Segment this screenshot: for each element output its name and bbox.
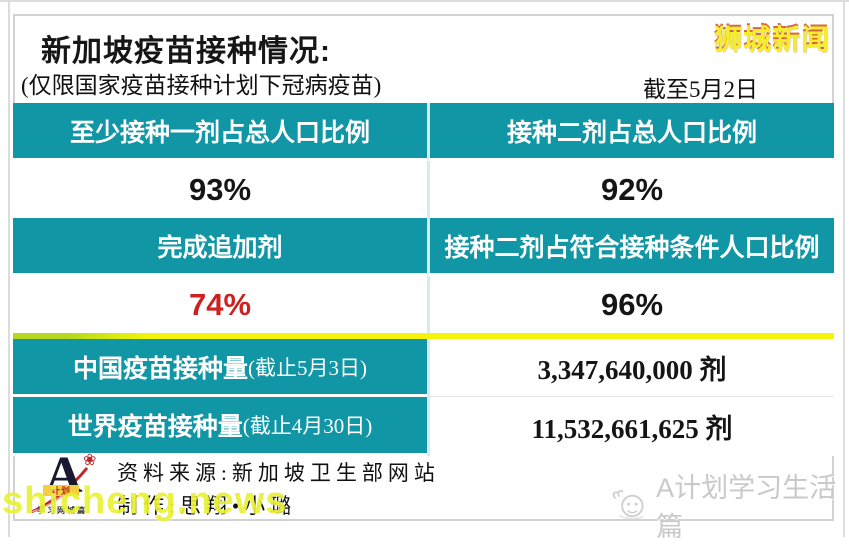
- header-cell-booster: 完成追加剂: [13, 218, 427, 276]
- vaccination-table: 至少接种一剂占总人口比例 接种二剂占总人口比例 93% 92% 完成追加剂 接种…: [13, 103, 834, 456]
- producer-line: 制作:思翔•小璐: [117, 494, 297, 519]
- header-cell-one-dose: 至少接种一剂占总人口比例: [13, 103, 427, 161]
- table-row-headers-1: 至少接种一剂占总人口比例 接种二剂占总人口比例: [13, 103, 834, 161]
- label-world-doses-text: 世界疫苗接种量: [67, 413, 243, 441]
- label-china-doses: 中国疫苗接种量 (截止5月3日): [13, 339, 427, 397]
- infographic-card: 新加坡疫苗接种情况: 狮城新闻 (仅限国家疫苗接种计划下冠病疫苗) 截至5月2日…: [13, 14, 834, 521]
- source-block: 资料来源:新加坡卫生部网站 制作:思翔•小璐: [117, 459, 440, 521]
- value-eligible: 96%: [427, 276, 834, 333]
- source-line: 资料来源:新加坡卫生部网站: [117, 461, 440, 485]
- header-cell-two-dose: 接种二剂占总人口比例: [427, 103, 834, 161]
- label-world-doses-note: (截止4月30日): [242, 414, 373, 438]
- header-cell-eligible: 接种二剂占符合接种条件人口比例: [427, 218, 834, 276]
- table-row-values-1: 93% 92%: [13, 161, 834, 218]
- label-china-doses-text: 中国疫苗接种量: [72, 354, 248, 383]
- table-row-china: 中国疫苗接种量 (截止5月3日) 3,347,640,000 剂: [13, 339, 834, 397]
- yellow-divider: [13, 333, 834, 339]
- bee-icon: [612, 489, 644, 520]
- page-top-border: [0, 0, 849, 2]
- value-china-doses: 3,347,640,000 剂: [427, 339, 834, 397]
- page-left-border: [8, 2, 10, 537]
- watermark-a-plan-label: A计划学习生活篇: [656, 473, 837, 542]
- label-china-doses-note: (截止5月3日): [248, 355, 367, 380]
- value-world-doses: 11,532,661,625 剂: [427, 397, 834, 456]
- logo-band-text: 计划: [43, 485, 79, 496]
- subtitle: (仅限国家疫苗接种计划下冠病疫苗): [21, 73, 382, 98]
- producer-logo: A 计划 ❀ 学习网城篇: [30, 447, 115, 520]
- watermark-shicheng-news: shicheng.news: [2, 480, 288, 522]
- value-booster: 74%: [13, 276, 427, 333]
- logo-caption: 学习网城篇: [37, 506, 87, 515]
- plum-seal-icon: ❀: [83, 452, 97, 469]
- table-row-values-2: 74% 96%: [13, 276, 834, 333]
- label-world-doses: 世界疫苗接种量 (截止4月30日): [13, 397, 427, 456]
- brand-badge: 狮城新闻: [713, 24, 830, 55]
- page-title: 新加坡疫苗接种情况:: [41, 35, 331, 68]
- value-one-dose: 93%: [13, 161, 427, 218]
- value-two-dose: 92%: [427, 161, 834, 218]
- page-right-border: [843, 2, 845, 537]
- table-row-headers-2: 完成追加剂 接种二剂占符合接种条件人口比例: [13, 218, 834, 276]
- table-row-world: 世界疫苗接种量 (截止4月30日) 11,532,661,625 剂: [13, 397, 834, 456]
- watermark-a-plan: A计划学习生活篇: [610, 466, 849, 544]
- as-of-date: 截至5月2日: [643, 77, 758, 102]
